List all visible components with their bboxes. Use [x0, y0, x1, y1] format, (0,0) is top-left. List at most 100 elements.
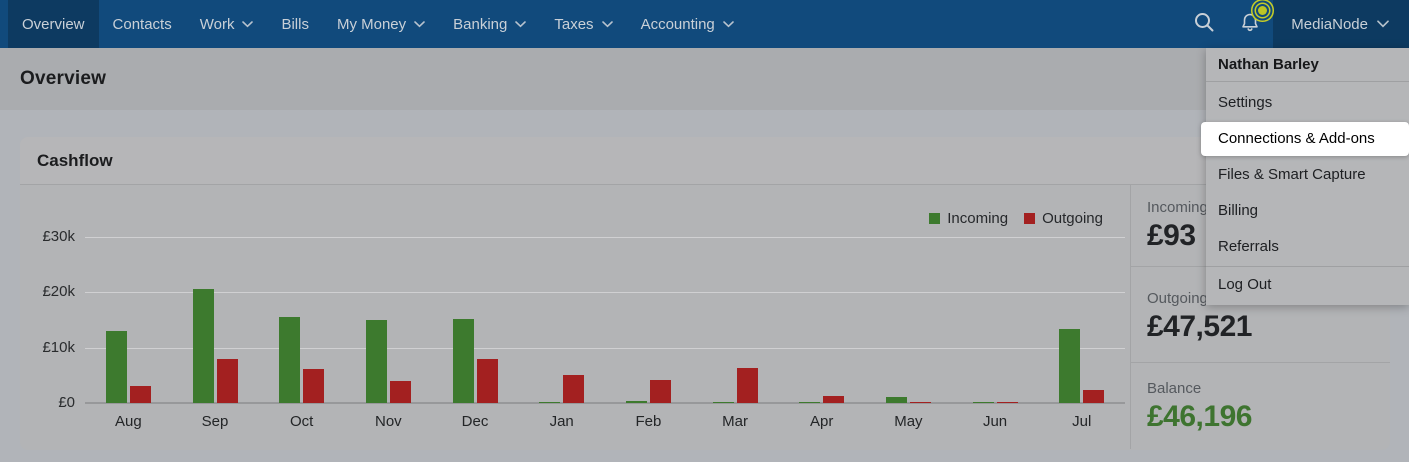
bar-group-dec	[432, 237, 519, 403]
page-header: Overview	[0, 48, 1409, 110]
chevron-down-icon	[722, 20, 734, 28]
cashflow-card-header: Cashflow	[20, 137, 1390, 185]
top-navbar: Overview Contacts Work Bills My Money Ba…	[0, 0, 1409, 48]
incoming-value: £93	[1147, 219, 1196, 252]
bar-group-sep	[172, 237, 259, 403]
x-axis-label: Jul	[1072, 413, 1092, 430]
incoming-bar	[712, 402, 734, 403]
nav-item-label: My Money	[336, 15, 407, 33]
chart-legend: Incoming Outgoing	[929, 210, 1103, 227]
nav-utilities: MediaNode	[1181, 0, 1409, 48]
chevron-down-icon	[414, 20, 425, 28]
incoming-bar	[1059, 329, 1081, 403]
primary-nav: Overview Contacts Work Bills My Money Ba…	[0, 0, 748, 48]
page-title: Overview	[20, 68, 107, 89]
nav-item-label: Overview	[22, 15, 85, 33]
menu-item-connections-addons[interactable]: Connections & Add-ons	[1201, 122, 1409, 156]
incoming-bar	[192, 289, 214, 403]
gridline	[85, 237, 1125, 238]
legend-label: Outgoing	[1042, 210, 1103, 227]
bar-group-mar	[692, 237, 779, 403]
outgoing-bar	[1083, 390, 1105, 403]
chevron-down-icon	[601, 20, 613, 28]
menu-items: Settings Connections & Add-ons Files & S…	[1201, 82, 1409, 303]
x-axis-label: Nov	[375, 413, 402, 430]
incoming-bar	[885, 397, 907, 403]
nav-item-work[interactable]: Work	[186, 0, 268, 48]
incoming-bar	[452, 319, 474, 403]
nav-item-my-money[interactable]: My Money	[323, 0, 439, 48]
x-axis-label: Sep	[201, 413, 229, 430]
chart-bars	[85, 237, 1125, 403]
search-icon	[1193, 11, 1215, 38]
chart-plot-area: £30k £20k £10k £0	[42, 228, 1125, 411]
menu-item-files-smart-capture[interactable]: Files & Smart Capture	[1218, 166, 1366, 183]
outgoing-swatch-icon	[1024, 213, 1036, 224]
incoming-bar	[799, 402, 821, 403]
outgoing-bar	[476, 359, 498, 403]
outgoing-bar	[216, 359, 238, 403]
y-axis-tick: £0	[58, 394, 75, 411]
bar-group-aug	[85, 237, 172, 403]
account-menu-trigger[interactable]: MediaNode	[1273, 0, 1409, 48]
nav-item-taxes[interactable]: Taxes	[540, 0, 626, 48]
chevron-down-icon	[515, 20, 527, 28]
bar-group-oct	[258, 237, 345, 403]
incoming-bar	[972, 402, 994, 403]
account-dropdown-menu: Nathan Barley Settings Connections & Add…	[1201, 48, 1409, 305]
summary-outgoing: Outgoing £47,521	[1131, 267, 1390, 363]
nav-item-label: Taxes	[554, 15, 594, 33]
chevron-down-icon	[242, 20, 254, 28]
notifications-button[interactable]	[1227, 0, 1273, 48]
legend-label: Incoming	[947, 210, 1009, 227]
outgoing-bar	[129, 386, 151, 403]
menu-item-settings[interactable]: Settings	[1218, 94, 1273, 111]
x-axis-label: Mar	[722, 413, 748, 430]
notification-pulse-badge	[1258, 6, 1268, 15]
card-title: Cashflow	[37, 150, 113, 170]
incoming-bar	[539, 402, 561, 403]
legend-entry-outgoing: Outgoing	[1024, 210, 1103, 227]
outgoing-bar	[563, 375, 585, 403]
bar-group-apr	[778, 237, 865, 403]
menu-divider	[1206, 266, 1409, 267]
x-axis-label: Feb	[635, 413, 662, 430]
incoming-bar	[105, 331, 127, 403]
y-axis-tick: £20k	[42, 283, 75, 300]
x-axis-label: Aug	[114, 413, 142, 430]
outgoing-bar	[909, 402, 931, 403]
incoming-bar	[279, 317, 301, 403]
x-axis-label: Dec	[461, 413, 489, 430]
chevron-down-icon	[1377, 20, 1389, 28]
y-axis-tick: £30k	[42, 228, 75, 245]
gridline	[85, 348, 1125, 349]
incoming-bar	[625, 401, 647, 403]
outgoing-bar	[996, 402, 1018, 403]
incoming-label: Incoming	[1147, 199, 1208, 216]
bar-group-nov	[345, 237, 432, 403]
bar-group-may	[865, 237, 952, 403]
gridline	[85, 292, 1125, 293]
nav-item-banking[interactable]: Banking	[439, 0, 540, 48]
summary-balance: Balance £46,196	[1131, 363, 1390, 449]
menu-item-billing[interactable]: Billing	[1218, 202, 1259, 219]
chart-month-labels: Aug Sep Oct Nov Dec Jan Feb Mar Apr May Jun Jul	[85, 413, 1125, 430]
nav-item-label: Contacts	[112, 15, 172, 33]
bar-group-jul	[1038, 237, 1125, 403]
outgoing-bar	[389, 381, 411, 403]
bell-icon	[1238, 10, 1262, 39]
menu-item-referrals[interactable]: Referrals	[1218, 238, 1279, 255]
x-axis-label: Oct	[290, 413, 314, 430]
outgoing-bar	[303, 369, 325, 403]
incoming-bar	[365, 320, 387, 403]
cashflow-chart: Incoming Outgoing £30k £20k £10k £0 Aug S…	[20, 185, 1130, 449]
nav-item-accounting[interactable]: Accounting	[627, 0, 748, 48]
nav-item-label: Work	[199, 15, 235, 33]
x-axis-label: Apr	[810, 413, 834, 430]
nav-item-contacts[interactable]: Contacts	[99, 0, 186, 48]
menu-item-log-out[interactable]: Log Out	[1218, 276, 1272, 293]
search-button[interactable]	[1181, 0, 1227, 48]
nav-item-bills[interactable]: Bills	[267, 0, 323, 48]
nav-item-overview[interactable]: Overview	[8, 0, 99, 48]
x-axis-label: Jan	[549, 413, 574, 430]
